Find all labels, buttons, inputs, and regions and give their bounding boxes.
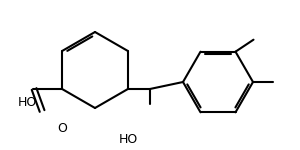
Text: O: O	[57, 122, 67, 135]
Text: HO: HO	[18, 96, 37, 110]
Text: HO: HO	[118, 133, 138, 146]
